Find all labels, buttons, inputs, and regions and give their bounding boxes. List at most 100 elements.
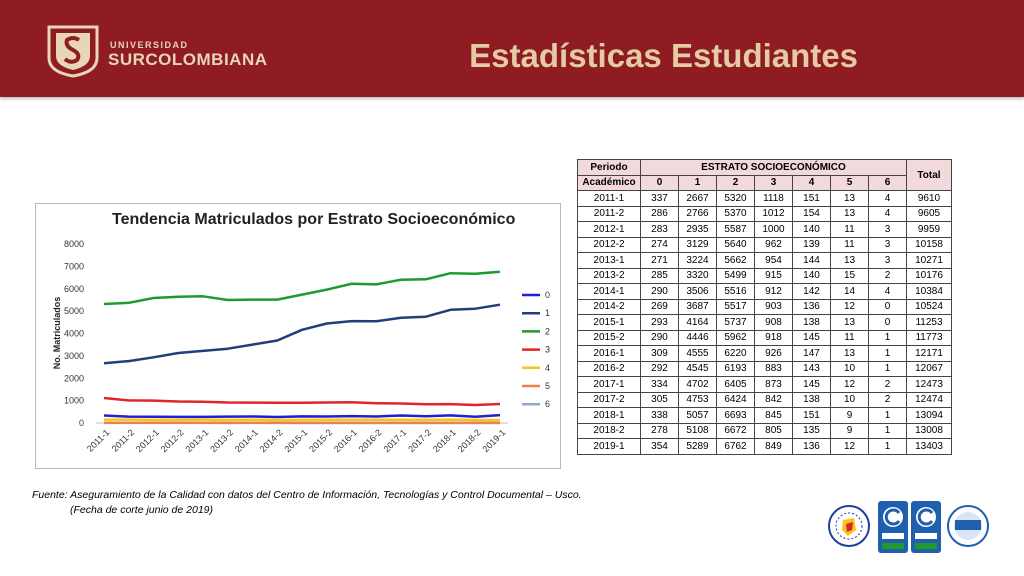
y-tick-label: 1000 [64, 396, 84, 406]
stratum-cell: 11 [830, 236, 869, 253]
header-stratum: 0 [640, 174, 679, 191]
total-cell: 11253 [906, 314, 952, 331]
total-cell: 11773 [906, 329, 952, 346]
x-tick-label: 2014-1 [233, 427, 260, 454]
page-title: Estadísticas Estudiantes [469, 37, 858, 74]
stratum-cell: 5057 [678, 407, 717, 424]
accreditation-seal-icon [828, 505, 870, 547]
stratum-cell: 954 [754, 252, 793, 269]
total-cell: 10524 [906, 298, 952, 315]
stratum-cell: 6220 [716, 345, 755, 362]
period-cell: 2012-2 [577, 236, 641, 253]
stratum-cell: 147 [792, 345, 831, 362]
stratum-cell: 337 [640, 190, 679, 207]
x-tick-label: 2013-2 [208, 427, 235, 454]
period-cell: 2014-1 [577, 283, 641, 300]
y-tick-label: 8000 [64, 239, 84, 249]
stratum-cell: 5640 [716, 236, 755, 253]
university-shield-logo [47, 25, 99, 78]
stratum-cell: 3129 [678, 236, 717, 253]
x-tick-label: 2017-2 [406, 427, 433, 454]
table-row: 2016-2 292 4545 6193 883 143 10 1 12067 [577, 360, 952, 377]
table-row: 2017-1 334 4702 6405 873 145 12 2 12473 [577, 376, 952, 393]
university-name: SURCOLOMBIANA [108, 50, 268, 69]
stratum-cell: 2 [868, 391, 907, 408]
table-row: 2018-1 338 5057 6693 845 151 9 1 13094 [577, 407, 952, 424]
header-stratum: 3 [754, 174, 793, 191]
total-cell: 10271 [906, 252, 952, 269]
period-cell: 2016-1 [577, 345, 641, 362]
stratum-cell: 334 [640, 376, 679, 393]
total-cell: 12474 [906, 391, 952, 408]
stratum-cell: 292 [640, 360, 679, 377]
total-cell: 10176 [906, 267, 952, 284]
header-stratum: 1 [678, 174, 717, 191]
stratum-cell: 5516 [716, 283, 755, 300]
stratum-cell: 12 [830, 438, 869, 455]
stratum-cell: 5517 [716, 298, 755, 315]
legend-label-0: 0 [545, 290, 550, 300]
period-cell: 2011-2 [577, 205, 641, 222]
strata-table: Periodo ESTRATO SOCIOECONÓMICO Total Aca… [577, 159, 952, 455]
total-cell: 12171 [906, 345, 952, 362]
header-stratum: 4 [792, 174, 831, 191]
x-tick-label: 2011-1 [85, 427, 111, 453]
stratum-cell: 3 [868, 252, 907, 269]
stratum-cell: 1 [868, 407, 907, 424]
table-row: 2012-1 283 2935 5587 1000 140 11 3 9959 [577, 221, 952, 238]
total-cell: 13008 [906, 422, 952, 439]
stratum-cell: 269 [640, 298, 679, 315]
stratum-cell: 10 [830, 391, 869, 408]
table-row: 2014-2 269 3687 5517 903 136 12 0 10524 [577, 298, 952, 315]
stratum-cell: 140 [792, 267, 831, 284]
stratum-cell: 5370 [716, 205, 755, 222]
table-row: 2019-1 354 5289 6762 849 136 12 1 13403 [577, 438, 952, 455]
stratum-cell: 1000 [754, 221, 793, 238]
stratum-cell: 1 [868, 345, 907, 362]
period-cell: 2014-2 [577, 298, 641, 315]
stratum-cell: 1 [868, 438, 907, 455]
stratum-cell: 6405 [716, 376, 755, 393]
x-tick-label: 2015-1 [283, 427, 310, 454]
stratum-cell: 6693 [716, 407, 755, 424]
series-line-2 [103, 270, 501, 306]
stratum-cell: 286 [640, 205, 679, 222]
header-period: Periodo [577, 159, 641, 176]
table-row: 2018-2 278 5108 6672 805 135 9 1 13008 [577, 422, 952, 439]
stratum-cell: 354 [640, 438, 679, 455]
stratum-cell: 918 [754, 329, 793, 346]
stratum-cell: 154 [792, 205, 831, 222]
stratum-cell: 1012 [754, 205, 793, 222]
stratum-cell: 135 [792, 422, 831, 439]
legend-label-6: 6 [545, 399, 550, 409]
source-line: Fuente: Aseguramiento de la Calidad con … [32, 489, 582, 501]
stratum-cell: 142 [792, 283, 831, 300]
stratum-cell: 3687 [678, 298, 717, 315]
stratum-cell: 4753 [678, 391, 717, 408]
total-cell: 10384 [906, 283, 952, 300]
stratum-cell: 13 [830, 314, 869, 331]
stratum-cell: 305 [640, 391, 679, 408]
x-tick-label: 2011-2 [110, 427, 136, 453]
table-row: 2016-1 309 4555 6220 926 147 13 1 12171 [577, 345, 952, 362]
stratum-cell: 2766 [678, 205, 717, 222]
stratum-cell: 4555 [678, 345, 717, 362]
stratum-cell: 13 [830, 345, 869, 362]
series-line-3 [103, 396, 501, 407]
header-period-2: Académico [577, 174, 641, 191]
stratum-cell: 0 [868, 298, 907, 315]
header-strata-group: ESTRATO SOCIOECONÓMICO [640, 159, 907, 176]
x-tick-label: 2017-1 [382, 427, 409, 454]
x-tick-label: 2016-2 [357, 427, 384, 454]
stratum-cell: 11 [830, 221, 869, 238]
stratum-cell: 5108 [678, 422, 717, 439]
stratum-cell: 10 [830, 360, 869, 377]
header-stratum: 2 [716, 174, 755, 191]
stratum-cell: 849 [754, 438, 793, 455]
stratum-cell: 0 [868, 314, 907, 331]
stratum-cell: 2 [868, 267, 907, 284]
stratum-cell: 926 [754, 345, 793, 362]
stratum-cell: 5499 [716, 267, 755, 284]
stratum-cell: 3224 [678, 252, 717, 269]
